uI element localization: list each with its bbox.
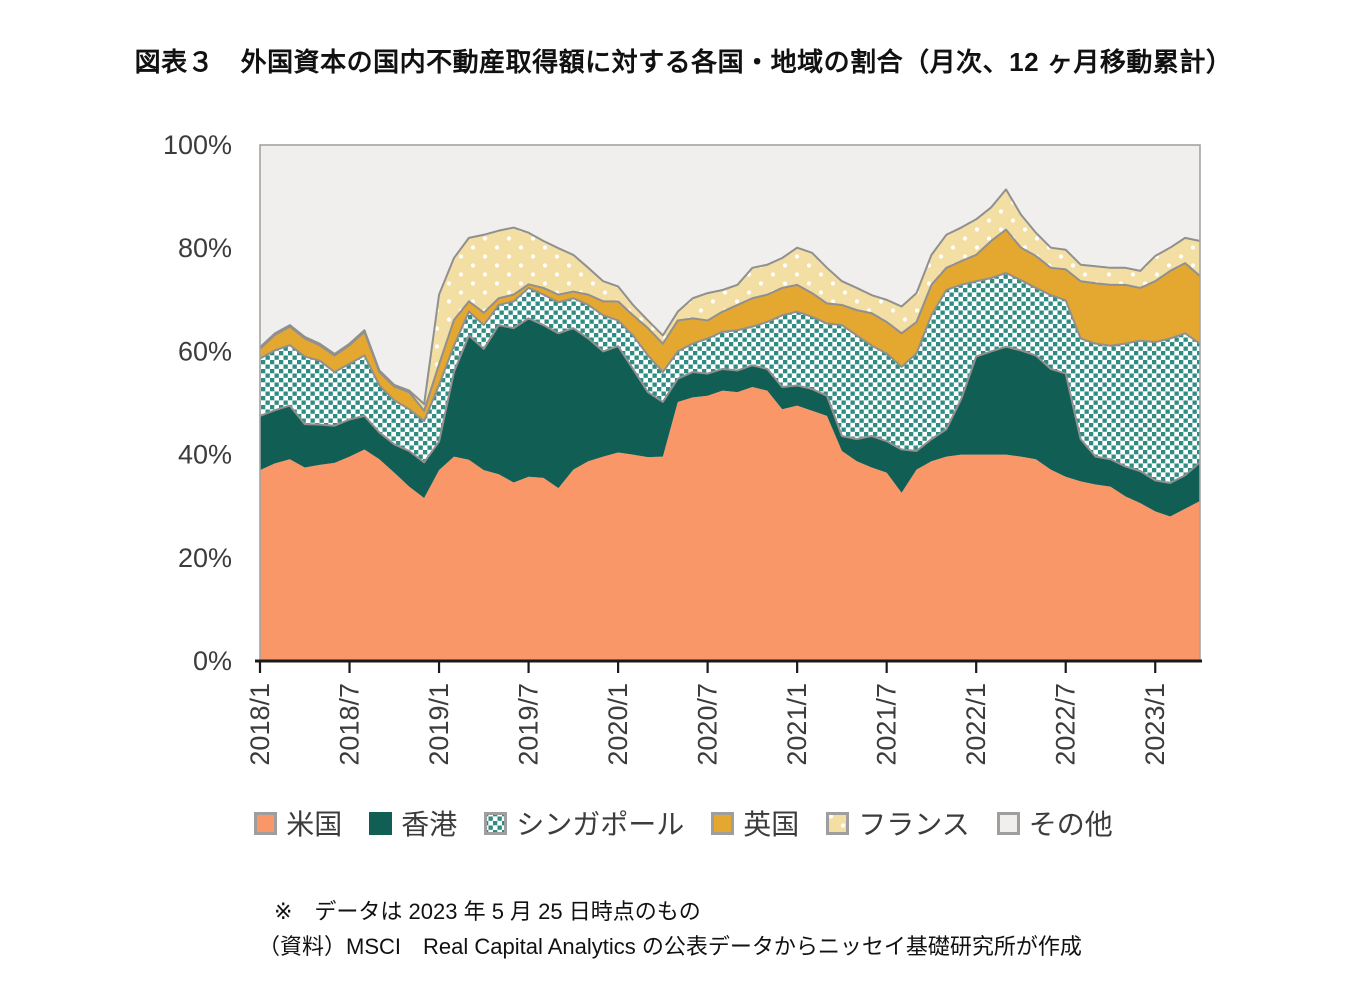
legend-item-singapore: シンガポール	[484, 803, 684, 843]
legend-swatch-us	[254, 811, 278, 835]
legend-item-hongkong: 香港	[369, 803, 457, 843]
x-axis-tick-label: 2020/7	[693, 683, 723, 766]
layer-boundary	[259, 228, 1201, 412]
y-axis-tick-label: 60%	[178, 336, 232, 366]
area-singapore	[260, 272, 1200, 483]
footnote-data-date: ※ データは 2023 年 5 月 25 日時点のもの	[274, 899, 701, 924]
legend-label: 英国	[743, 809, 800, 840]
footnote-source: （資料）MSCI Real Capital Analytics の公表データから…	[258, 934, 1082, 959]
y-axis-tick-label: 100%	[163, 130, 232, 160]
legend-item-uk: 英国	[711, 803, 799, 843]
y-axis-tick-label: 80%	[178, 233, 232, 263]
legend-item-others: その他	[996, 803, 1113, 843]
x-axis-tick-label: 2021/7	[872, 683, 902, 766]
legend-swatch-hongkong	[369, 811, 393, 835]
legend-item-us: 米国	[254, 803, 342, 843]
area-hongkong	[260, 318, 1200, 517]
chart-legend: 米国 香港 シンガポール 英国 フランス その他	[0, 803, 1367, 843]
x-axis-tick-label: 2021/1	[782, 683, 812, 766]
y-axis-tick-label: 20%	[178, 543, 232, 573]
layer-boundary	[259, 188, 1201, 406]
x-axis-tick-label: 2019/1	[424, 683, 454, 766]
legend-label: シンガポール	[516, 809, 685, 840]
area-us	[260, 387, 1200, 661]
legend-swatch-uk	[711, 811, 735, 835]
area-france	[260, 189, 1200, 411]
area-others	[260, 145, 1200, 405]
legend-swatch-others	[996, 811, 1020, 835]
x-axis-tick-label: 2018/7	[335, 683, 365, 766]
layer-boundary	[259, 317, 1201, 484]
y-axis-tick-label: 0%	[193, 646, 232, 676]
legend-item-france: フランス	[826, 803, 970, 843]
legend-label: 香港	[401, 809, 458, 840]
x-axis-tick-label: 2023/1	[1140, 683, 1170, 766]
x-axis-tick-label: 2019/7	[514, 683, 544, 766]
legend-label: その他	[1028, 809, 1113, 840]
y-axis-tick-label: 40%	[178, 440, 232, 470]
chart-title: 図表３ 外国資本の国内不動産取得額に対する各国・地域の割合（月次、12 ヶ月移動…	[134, 47, 1233, 77]
area-uk	[260, 229, 1200, 422]
legend-swatch-singapore	[484, 811, 508, 835]
x-axis-tick-label: 2022/7	[1051, 683, 1081, 766]
legend-label: 米国	[286, 809, 343, 840]
x-axis-tick-label: 2018/1	[245, 683, 275, 766]
x-axis-tick-label: 2020/1	[603, 683, 633, 766]
layer-boundary	[259, 271, 1201, 423]
legend-swatch-france	[826, 811, 850, 835]
x-axis-tick-label: 2022/1	[961, 683, 991, 766]
legend-label: フランス	[858, 809, 970, 840]
